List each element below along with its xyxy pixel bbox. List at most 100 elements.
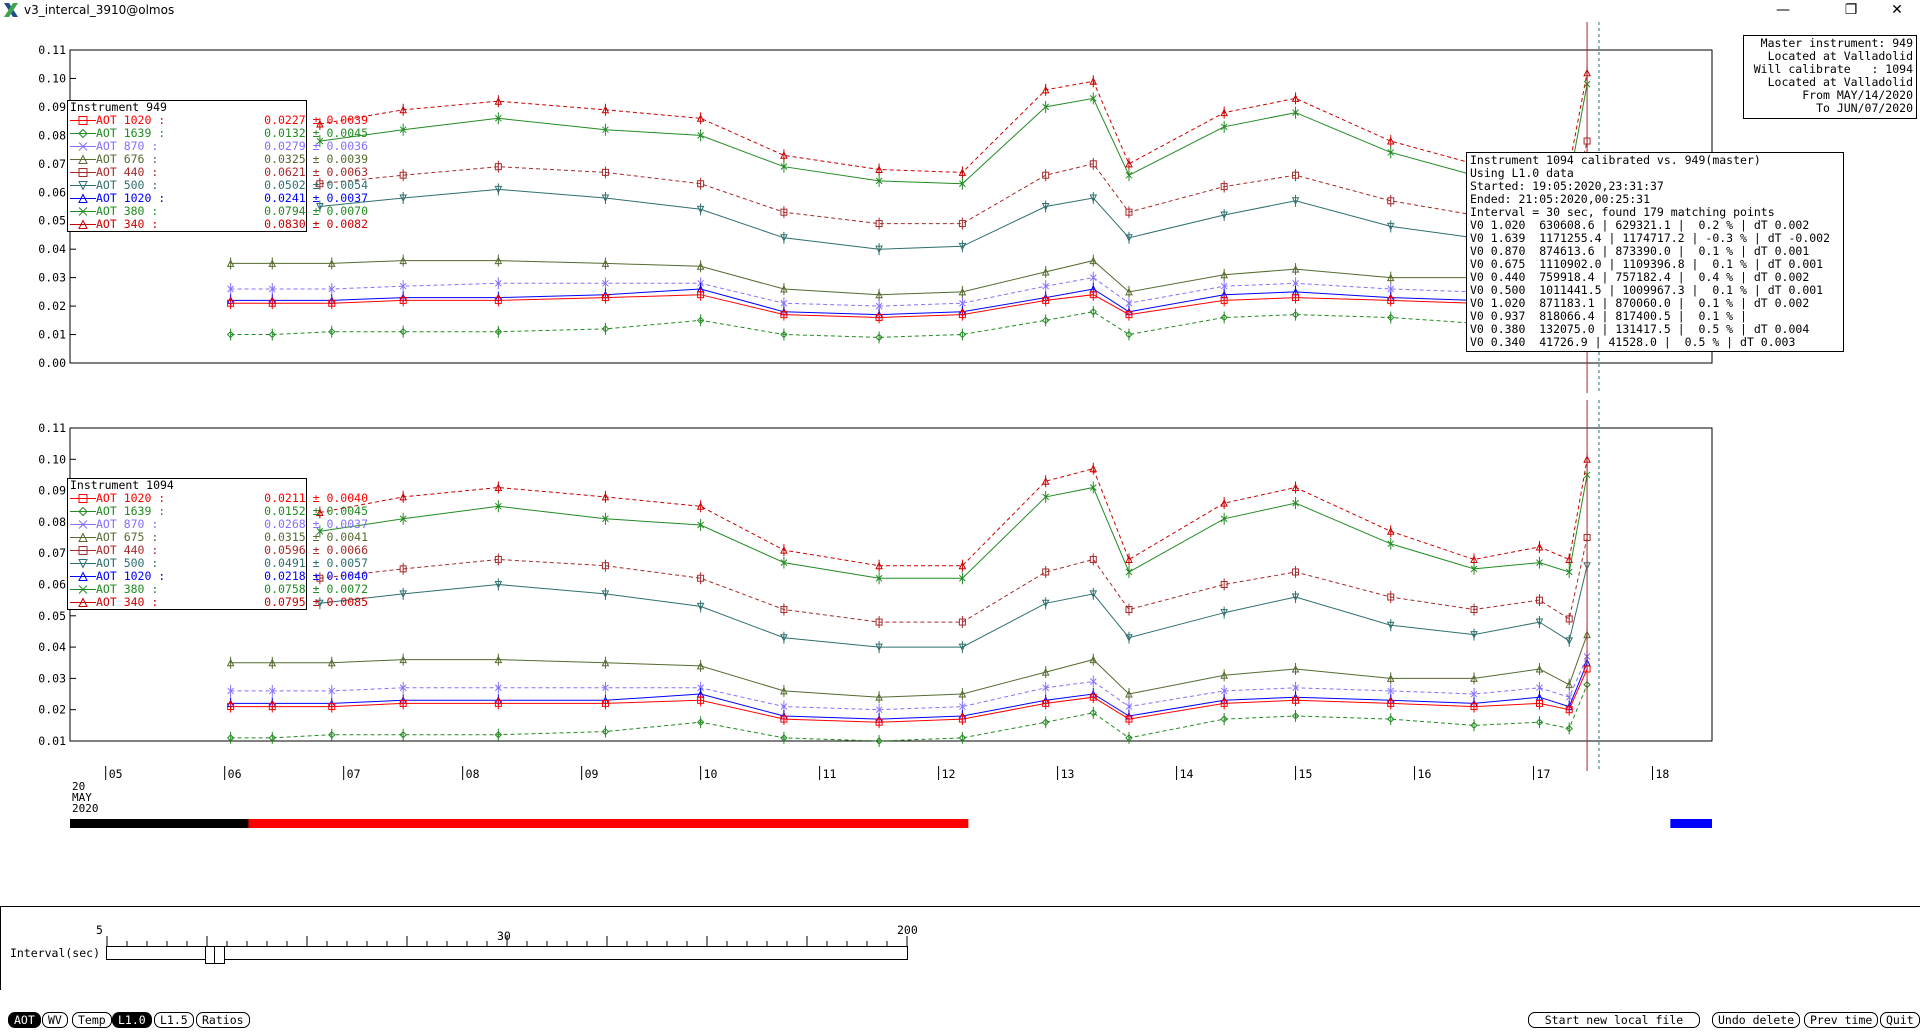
data-point	[1089, 678, 1097, 685]
series-line	[319, 565, 1588, 648]
legend-marker-icon	[70, 506, 96, 517]
info-line: From MAY/14/2020	[1802, 88, 1913, 102]
maximize-button[interactable]: ❐	[1844, 2, 1858, 18]
data-point	[697, 291, 705, 299]
minimize-button[interactable]: —	[1776, 2, 1790, 18]
temp-button[interactable]: Temp	[72, 1012, 112, 1028]
data-point	[1387, 715, 1395, 723]
data-point	[399, 492, 407, 501]
series-line	[230, 656, 1588, 711]
data-point	[1386, 674, 1395, 682]
data-point	[1089, 77, 1098, 85]
data-point	[875, 693, 883, 701]
ratios-button[interactable]: Ratios	[196, 1012, 250, 1028]
data-point	[1042, 103, 1050, 111]
legend-name: AOT 1020 :	[96, 569, 166, 583]
l15-button[interactable]: L1.5	[154, 1012, 194, 1028]
data-point	[268, 703, 276, 711]
legend-value: 0.0502 ± 0.0054	[264, 178, 368, 192]
info-line: Master instrument: 949	[1760, 36, 1913, 50]
legend-value: 0.0227 ± 0.0039	[264, 113, 368, 127]
legend-value: 0.0794 ± 0.0070	[264, 204, 368, 218]
data-point	[227, 299, 235, 307]
data-point	[494, 581, 503, 589]
data-point	[316, 599, 324, 608]
calibration-results-box: Instrument 1094 calibrated vs. 949(maste…	[1466, 152, 1844, 352]
data-point	[399, 327, 407, 336]
data-point	[1125, 311, 1133, 319]
legend-value: 0.0758 ± 0.0072	[264, 582, 368, 596]
data-point	[1089, 590, 1098, 599]
y-tick-label: 0.02	[38, 703, 66, 717]
data-point	[875, 165, 883, 174]
data-point	[958, 311, 966, 319]
data-point	[1220, 123, 1228, 131]
legend-row: AOT 340 : 0.0795 ± 0.0085	[68, 595, 368, 609]
data-point	[780, 715, 788, 723]
window-title: v3_intercal_3910@olmos	[24, 3, 175, 17]
data-point	[399, 590, 407, 599]
start-new-local-file-button[interactable]: Start new local file	[1528, 1012, 1700, 1028]
legend-name: AOT 380 :	[96, 204, 159, 218]
data-point	[1565, 568, 1573, 576]
data-point	[1387, 313, 1395, 322]
x-tick-label: 07	[347, 767, 361, 781]
legend-name: AOT 1639 :	[96, 126, 166, 140]
data-point	[1125, 330, 1133, 339]
quit-button[interactable]: Quit	[1880, 1012, 1920, 1028]
data-point	[1387, 296, 1395, 304]
interval-slider-track[interactable]	[106, 946, 908, 960]
data-point	[1565, 555, 1574, 563]
aot-button[interactable]: AOT	[8, 1012, 41, 1028]
data-point	[875, 561, 883, 570]
data-point	[875, 643, 883, 652]
legend-title: Instrument 949	[70, 100, 167, 114]
y-tick-label: 0.04	[38, 640, 66, 654]
data-point	[399, 731, 407, 739]
data-point	[1291, 664, 1300, 673]
legend-name: AOT 340 :	[96, 595, 159, 609]
data-point	[696, 262, 705, 270]
data-point	[1089, 274, 1097, 281]
time-segment-bar	[70, 819, 249, 828]
data-point	[1042, 282, 1050, 290]
legend-row: AOT 870 : 0.0268 ± 0.0037	[68, 518, 368, 531]
data-point	[875, 245, 883, 254]
prev-time-button[interactable]: Prev time	[1804, 1012, 1879, 1028]
series-line	[230, 254, 1588, 307]
data-point	[1535, 542, 1544, 551]
data-point	[328, 687, 336, 695]
undo-delete-button[interactable]: Undo delete	[1712, 1012, 1801, 1028]
close-button[interactable]: ✕	[1891, 2, 1903, 18]
data-point	[1220, 687, 1228, 695]
data-point	[268, 259, 277, 267]
time-segment-bar	[248, 819, 969, 828]
interval-panel	[0, 906, 1920, 996]
data-point	[1220, 313, 1228, 322]
info-line: V0 0.500 1011441.5 | 1009967.3 | 0.1 % |…	[1470, 283, 1824, 297]
info-line: Instrument 1094 calibrated vs. 949(maste…	[1470, 153, 1761, 167]
data-point	[316, 180, 324, 188]
data-point	[1470, 565, 1478, 573]
legend-marker	[78, 506, 88, 517]
data-point	[958, 618, 966, 626]
l10-button[interactable]: L1.0	[112, 1012, 152, 1028]
interval-slider-thumb[interactable]	[205, 946, 225, 964]
legend-value: 0.0315 ± 0.0041	[264, 530, 368, 544]
data-point	[1220, 282, 1228, 290]
data-point	[1042, 699, 1050, 707]
legend-marker-icon	[70, 116, 96, 125]
data-point	[1386, 222, 1395, 231]
data-point	[1565, 680, 1574, 689]
wv-button[interactable]: WV	[42, 1012, 68, 1028]
data-point	[316, 574, 324, 582]
x-tick-label: 06	[228, 767, 242, 781]
data-point	[1291, 483, 1300, 491]
data-point	[494, 731, 503, 739]
data-point	[1565, 706, 1573, 714]
data-point	[1125, 555, 1133, 563]
data-point	[1125, 606, 1133, 614]
data-point	[316, 508, 324, 517]
y-tick-label: 0.07	[38, 157, 66, 171]
data-point	[1292, 696, 1300, 704]
